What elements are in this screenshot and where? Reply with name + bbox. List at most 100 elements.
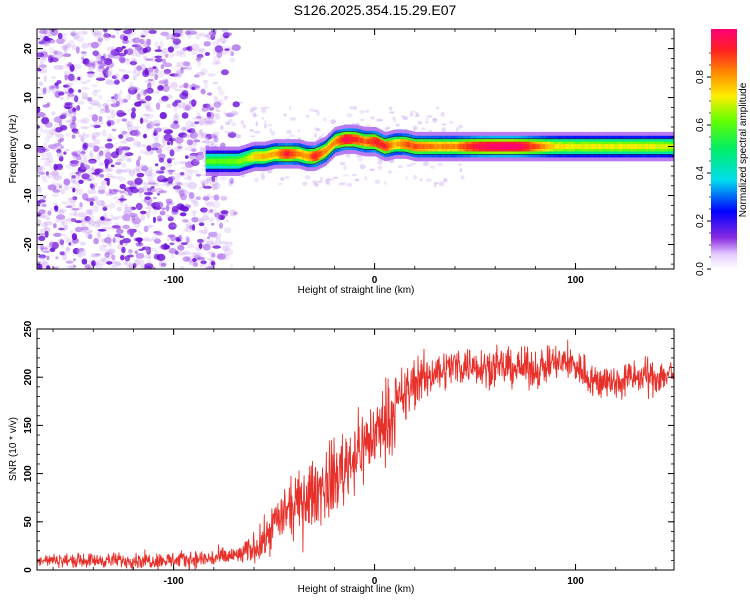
- ridge-cell: [295, 151, 298, 157]
- noise-blob: [154, 58, 163, 63]
- noise-blob: [202, 263, 208, 267]
- snr-frame: [36, 328, 675, 571]
- noise-blob: [70, 218, 76, 222]
- noise-blob: [222, 246, 231, 252]
- noise-blob: [152, 216, 157, 224]
- noise-blob: [71, 233, 77, 241]
- noise-blob: [72, 196, 78, 201]
- noise-blob: [63, 221, 68, 227]
- noise-blob: [85, 197, 96, 202]
- noise-blob: [177, 103, 182, 110]
- ridge-cell: [311, 153, 314, 159]
- noise-blob: [190, 105, 194, 110]
- noise-blob: [136, 65, 143, 71]
- noise-blob: [132, 75, 137, 81]
- noise-blob: [136, 172, 145, 178]
- noise-blob: [200, 174, 208, 177]
- noise-blob: [56, 151, 63, 159]
- ridge-outline: [205, 130, 674, 154]
- noise-blob: [146, 260, 153, 264]
- noise-blob: [289, 117, 297, 121]
- noise-blob: [429, 165, 436, 169]
- noise-blob: [203, 226, 208, 232]
- noise-blob: [135, 202, 143, 211]
- ridge-cell: [498, 144, 501, 149]
- noise-blob: [199, 33, 208, 38]
- noise-blob: [78, 149, 86, 157]
- ridge-cell: [226, 158, 229, 164]
- noise-blob: [119, 183, 126, 190]
- noise-blob: [100, 168, 104, 173]
- noise-blob: [58, 209, 64, 216]
- ridge-cell: [360, 138, 363, 143]
- noise-blob: [39, 29, 46, 35]
- noise-blob: [163, 68, 172, 75]
- ridge-cell: [543, 144, 546, 149]
- noise-blob: [115, 168, 122, 174]
- noise-blob: [95, 157, 102, 161]
- noise-blob: [99, 109, 106, 114]
- noise-blob: [198, 229, 203, 234]
- noise-blob: [260, 175, 266, 180]
- noise-blob: [37, 106, 41, 114]
- noise-blob: [115, 142, 119, 146]
- noise-blob: [425, 178, 432, 183]
- ridge-cell: [522, 144, 525, 149]
- noise-blob: [165, 34, 174, 39]
- noise-blob: [116, 110, 125, 118]
- noise-blob: [206, 104, 212, 112]
- ridge-cell: [459, 144, 462, 149]
- noise-blob: [79, 241, 86, 246]
- noise-blob: [73, 131, 80, 135]
- noise-blob: [204, 136, 209, 141]
- noise-blob: [213, 231, 218, 234]
- noise-blob: [167, 181, 173, 185]
- noise-blob: [91, 135, 96, 140]
- noise-blob: [110, 164, 115, 168]
- noise-blob: [395, 123, 400, 127]
- ridge-cell: [538, 144, 541, 149]
- ridge-cell: [297, 151, 300, 157]
- colorbar-gradient: [711, 29, 737, 269]
- noise-blob: [185, 30, 191, 36]
- noise-blob: [64, 91, 72, 94]
- colorbar-ticks: 0.00.20.40.60.8: [695, 52, 711, 276]
- noise-blob: [190, 252, 196, 257]
- noise-blob: [88, 211, 94, 216]
- noise-blob: [175, 68, 185, 76]
- noise-blob: [81, 173, 90, 180]
- noise-blob: [115, 46, 123, 53]
- noise-blob: [139, 164, 148, 170]
- ridge-cell: [408, 142, 411, 148]
- noise-blob: [145, 104, 152, 109]
- noise-blob: [52, 50, 62, 55]
- noise-blob: [111, 264, 116, 268]
- snr-ytick-label: 100: [23, 465, 34, 482]
- ridge-cell: [342, 137, 345, 143]
- ridge-cell: [382, 143, 385, 148]
- ridge-cell: [590, 144, 592, 149]
- ridge-cell: [257, 153, 260, 159]
- noise-blob: [82, 227, 87, 234]
- noise-blob: [211, 183, 218, 191]
- noise-blob: [203, 237, 207, 244]
- noise-blob: [152, 66, 157, 69]
- noise-blob: [103, 256, 112, 260]
- noise-blob: [182, 251, 192, 256]
- noise-blob: [169, 242, 175, 246]
- noise-blob: [97, 228, 107, 232]
- noise-blob: [433, 183, 437, 188]
- noise-blob: [229, 241, 233, 244]
- noise-blob: [179, 85, 184, 88]
- noise-blob: [38, 81, 44, 86]
- noise-blob: [37, 264, 41, 269]
- noise-blob: [267, 123, 272, 127]
- noise-blob: [354, 178, 360, 182]
- noise-blob: [113, 73, 120, 81]
- noise-blob: [153, 206, 157, 215]
- noise-blob: [96, 77, 106, 81]
- noise-blob: [158, 190, 168, 194]
- noise-blob: [370, 116, 374, 120]
- noise-blob: [37, 133, 42, 137]
- noise-blob: [72, 247, 80, 255]
